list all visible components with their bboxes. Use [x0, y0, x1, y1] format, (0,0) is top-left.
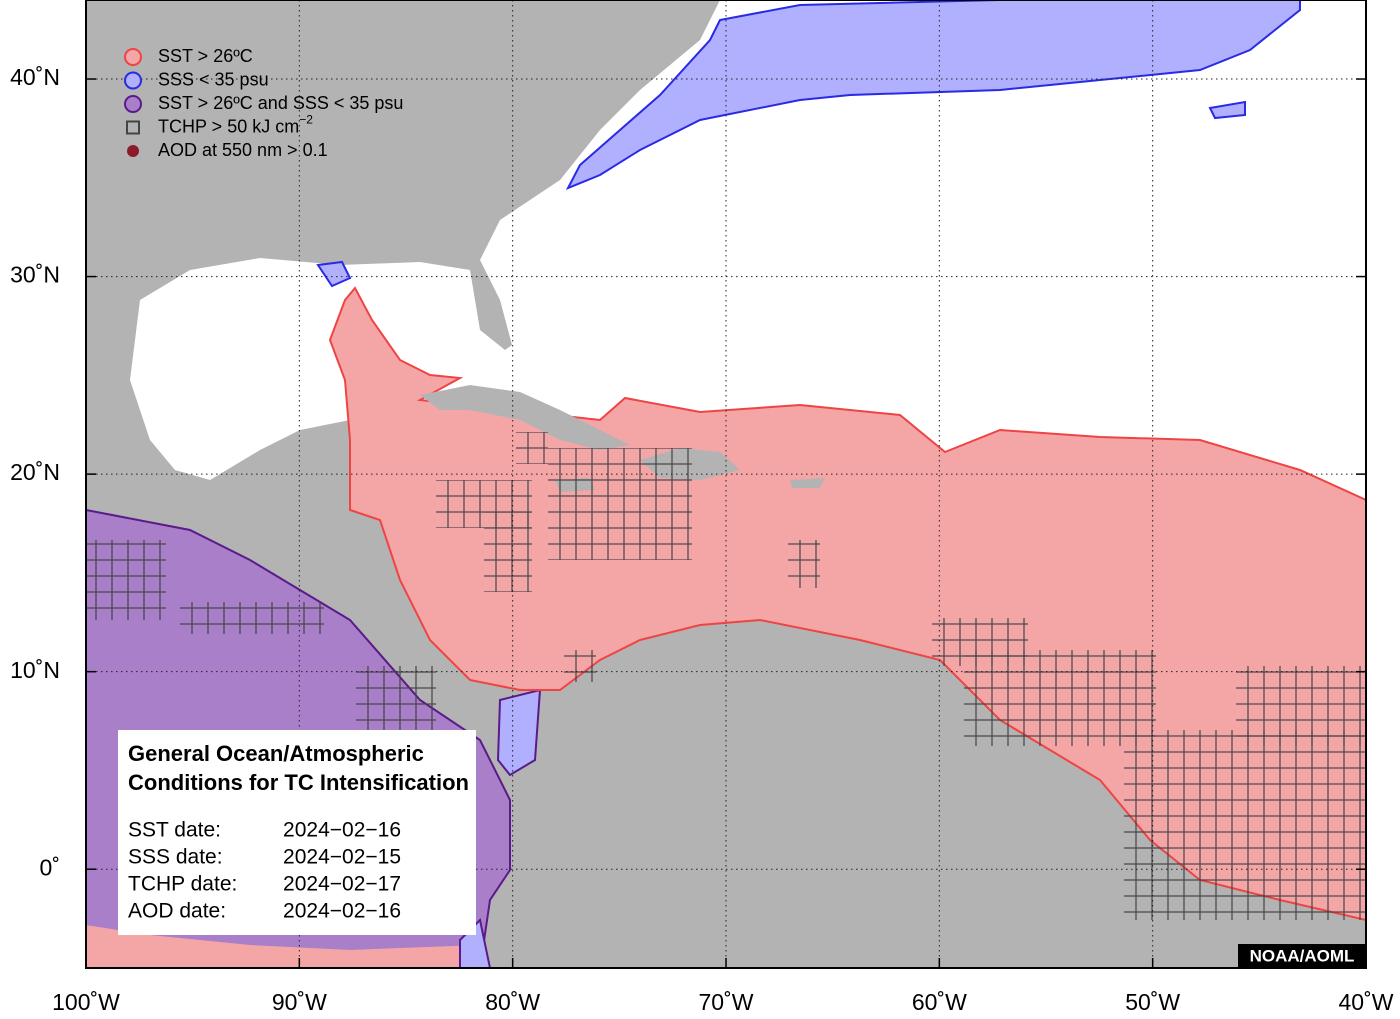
info-title: Conditions for TC Intensification	[128, 770, 469, 795]
legend-marker	[124, 71, 142, 90]
y-tick-label: 10˚N	[10, 657, 60, 683]
legend-label: SST > 26ºC	[158, 46, 253, 66]
info-date-label: AOD date:	[128, 900, 226, 923]
legend-label-superscript: −2	[299, 113, 313, 127]
info-box: General Ocean/Atmospheric Conditions for …	[118, 730, 476, 935]
info-title: General Ocean/Atmospheric	[128, 741, 424, 766]
y-tick-label: 40˚N	[10, 64, 60, 90]
info-date-label: TCHP date:	[128, 873, 237, 896]
legend-label-text: SST > 26ºC	[158, 46, 253, 66]
info-date-label: SSS date:	[128, 846, 223, 869]
x-tick-label: 60˚W	[912, 989, 967, 1015]
legend-label-text: SST > 26ºC and SSS < 35 psu	[158, 93, 403, 113]
x-tick-label: 40˚W	[1339, 989, 1394, 1015]
x-tick-label: 70˚W	[699, 989, 754, 1015]
legend-marker	[126, 120, 140, 135]
y-tick-label: 0˚	[40, 854, 60, 880]
fresh-sss-region	[565, 0, 1301, 190]
legend-label-text: AOD at 550 nm > 0.1	[158, 140, 328, 160]
x-tick-label: 100˚W	[52, 989, 120, 1015]
y-tick-label: 30˚N	[10, 262, 60, 288]
info-date-value: 2024−02−16	[283, 900, 401, 923]
legend-label-text: SSS < 35 psu	[158, 69, 269, 89]
y-tick-label: 20˚N	[10, 459, 60, 485]
info-date-value: 2024−02−17	[283, 873, 401, 896]
pacific-warm-patch	[86, 925, 480, 968]
legend-marker	[124, 48, 142, 66]
x-tick-label: 90˚W	[272, 989, 327, 1015]
credit: NOAA/AOML	[1250, 946, 1355, 965]
info-box-background	[118, 730, 476, 935]
legend-label: TCHP > 50 kJ cm−2	[158, 113, 313, 137]
legend-label: SSS < 35 psu	[158, 69, 269, 89]
legend-label-text: TCHP > 50 kJ cm	[158, 116, 299, 136]
legend-marker	[124, 95, 142, 113]
legend-label: AOD at 550 nm > 0.1	[158, 140, 328, 160]
fresh-sss-region	[316, 100, 1246, 288]
x-tick-label: 50˚W	[1125, 989, 1180, 1015]
legend: SST > 26ºC SSS < 35 psu SST > 26ºC and SSS…	[124, 46, 403, 160]
x-tick-label: 80˚W	[485, 989, 540, 1015]
legend-marker	[127, 145, 139, 157]
info-date-value: 2024−02−15	[283, 846, 401, 869]
island	[420, 385, 630, 450]
info-date-value: 2024−02−16	[283, 819, 401, 842]
legend-label: SST > 26ºC and SSS < 35 psu	[158, 93, 403, 113]
map-frame	[85, 0, 1367, 969]
credit-background	[1238, 944, 1366, 968]
info-date-label: SST date:	[128, 819, 221, 842]
tchp-cells	[86, 432, 1366, 920]
